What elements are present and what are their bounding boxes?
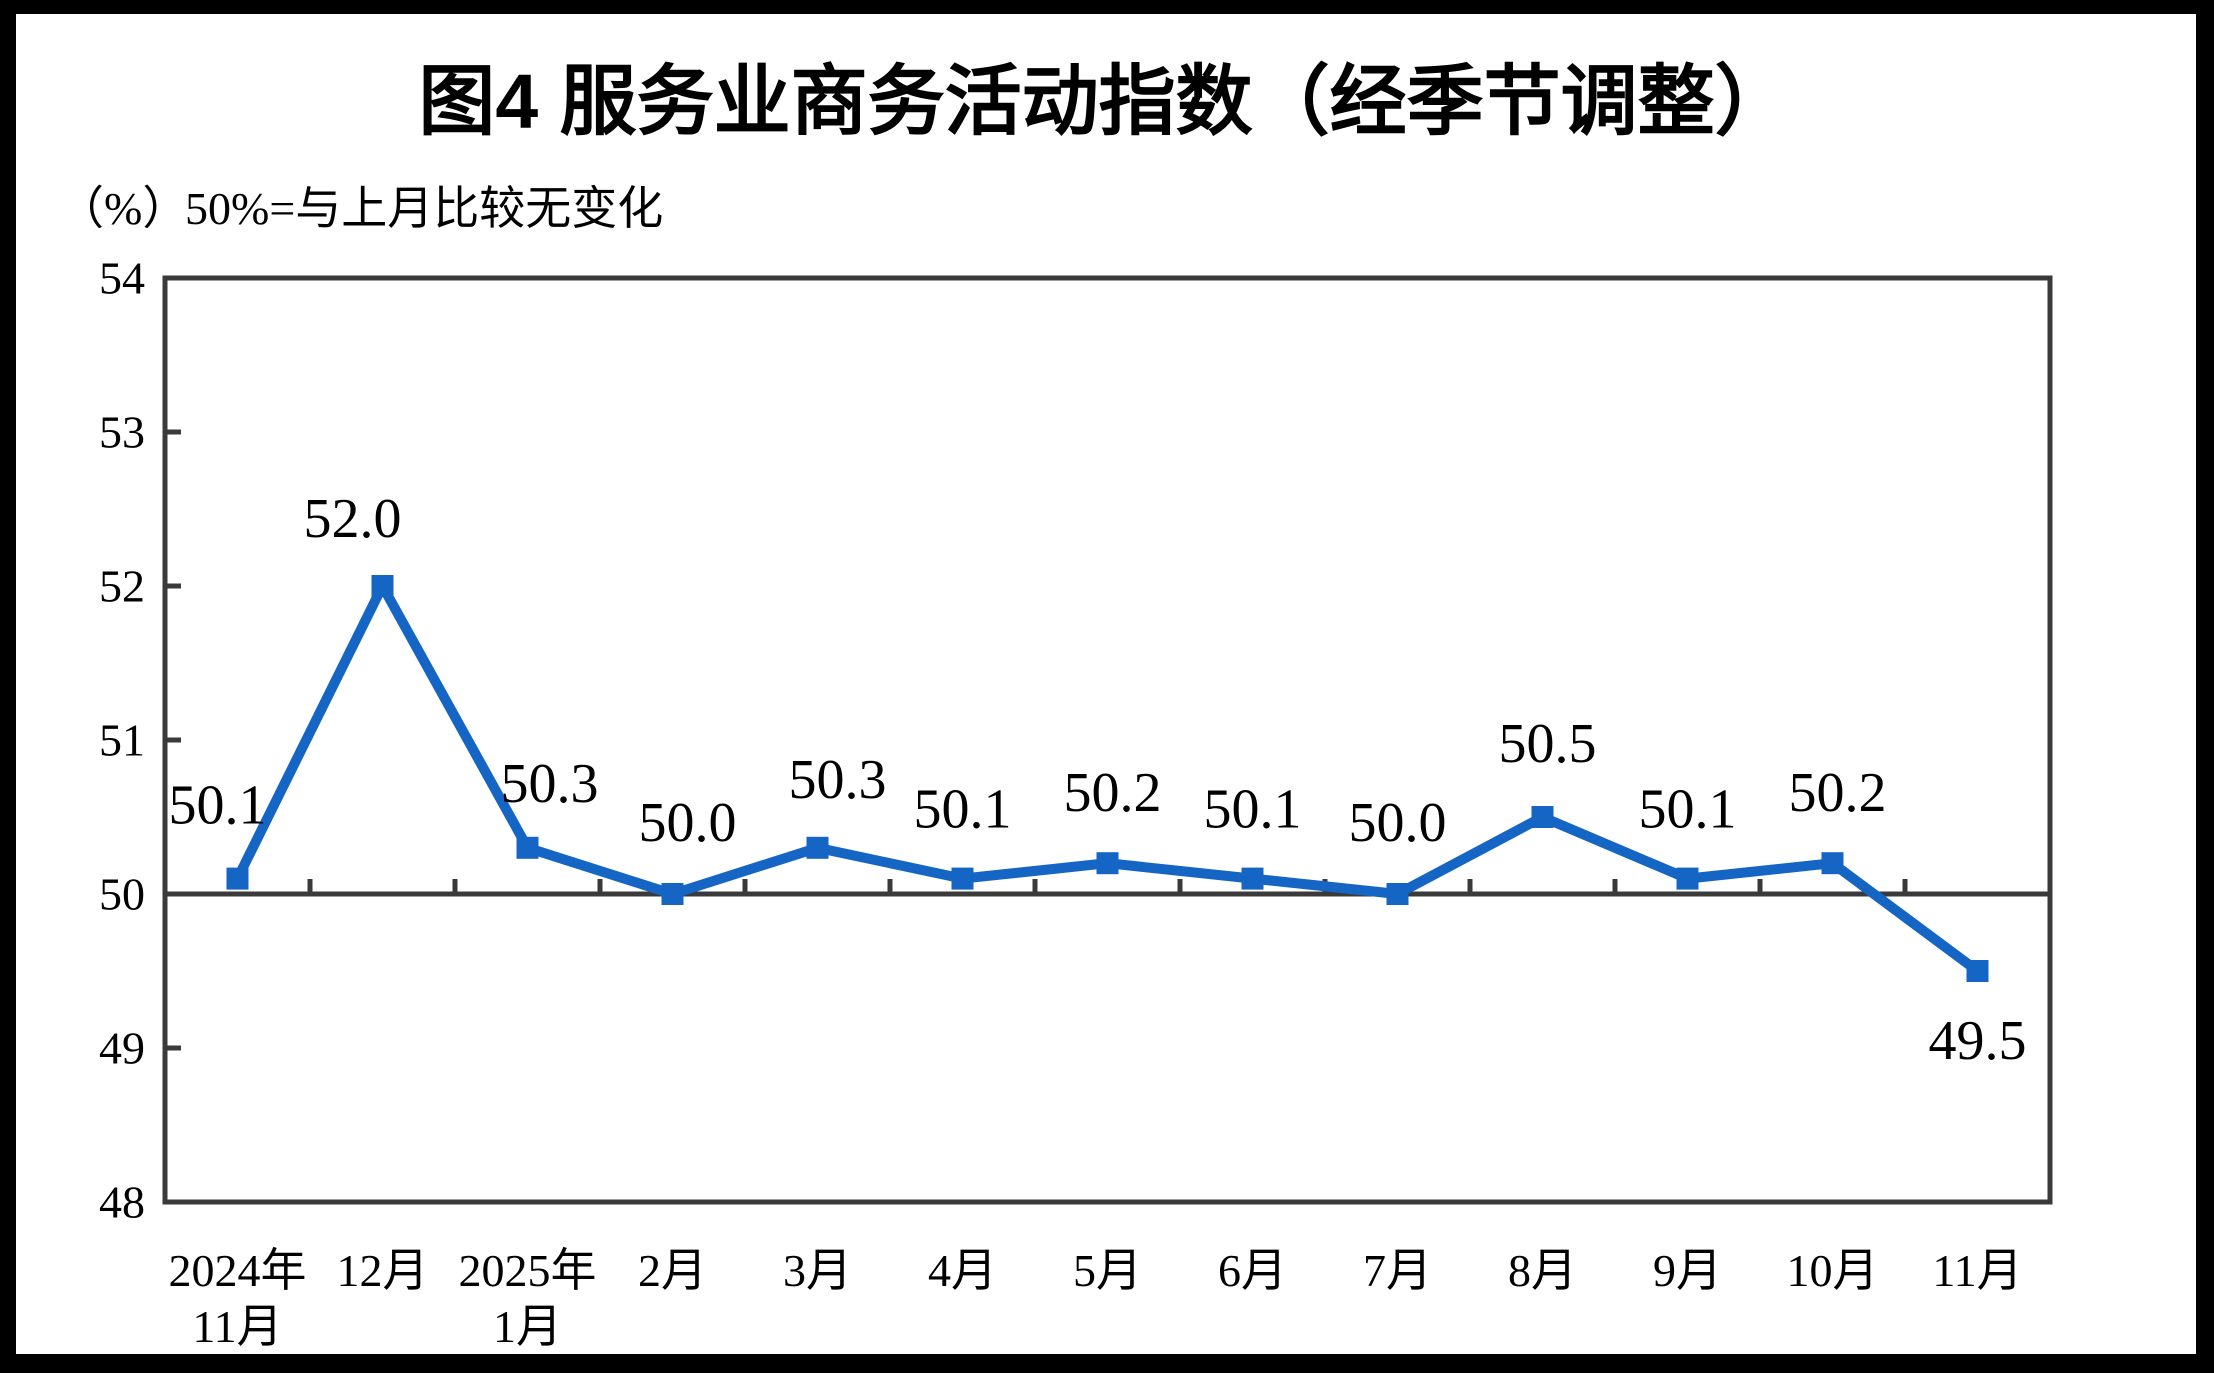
data-point-label: 50.0 bbox=[639, 792, 737, 854]
data-point-label: 50.2 bbox=[1064, 762, 1162, 824]
y-tick-label: 53 bbox=[99, 407, 145, 458]
x-tick-label: 7月 bbox=[1363, 1245, 1432, 1296]
data-point-marker bbox=[1531, 806, 1554, 828]
x-tick-label: 5月 bbox=[1073, 1245, 1142, 1296]
data-point-label: 50.5 bbox=[1499, 713, 1597, 775]
plot-area: 50.1 52.0 50.3 50.0 50.3 50.1 50.2 50.1 50.0 50.5… bbox=[99, 253, 2053, 1352]
data-point-marker bbox=[1386, 883, 1409, 905]
data-point-label: 50.1 bbox=[914, 779, 1012, 841]
x-tick-label: 11月 bbox=[1932, 1245, 2022, 1296]
y-tick-label: 49 bbox=[99, 1023, 145, 1074]
y-tick-label: 50 bbox=[99, 869, 145, 920]
data-point-label: 50.1 bbox=[169, 775, 267, 837]
data-point-marker bbox=[1966, 960, 1989, 982]
data-point-label: 50.3 bbox=[501, 753, 599, 815]
y-tick-label: 54 bbox=[99, 253, 145, 304]
x-tick-label: 2月 bbox=[638, 1245, 707, 1296]
x-tick-label: 12月 bbox=[337, 1245, 429, 1296]
data-point-label: 49.5 bbox=[1929, 1010, 2027, 1072]
data-point-label: 50.0 bbox=[1349, 792, 1447, 854]
y-tick-label: 52 bbox=[99, 561, 145, 612]
x-tick-label: 10月 bbox=[1787, 1245, 1879, 1296]
data-point-label: 50.1 bbox=[1204, 779, 1302, 841]
data-point-label: 52.0 bbox=[304, 488, 402, 550]
x-tick-label: 3月 bbox=[783, 1245, 852, 1296]
x-tick-label: 8月 bbox=[1508, 1245, 1577, 1296]
x-tick-label: 2025年 bbox=[459, 1245, 597, 1296]
data-point-marker bbox=[661, 883, 684, 905]
data-point-label: 50.3 bbox=[789, 749, 887, 811]
x-tick-label: 6月 bbox=[1218, 1245, 1287, 1296]
canvas-background bbox=[16, 14, 2196, 1354]
x-tick-label: 9月 bbox=[1653, 1245, 1722, 1296]
y-tick-label: 48 bbox=[99, 1177, 145, 1228]
data-point-marker bbox=[1821, 852, 1844, 875]
x-tick-label: 2024年 bbox=[169, 1245, 307, 1296]
x-tick-label-line2: 11月 bbox=[192, 1301, 282, 1352]
data-point-marker bbox=[371, 575, 394, 597]
data-point-marker bbox=[1676, 867, 1699, 890]
x-tick-label-line2: 1月 bbox=[493, 1301, 562, 1352]
unit-label: （%） bbox=[58, 183, 188, 234]
y-tick-label: 51 bbox=[99, 715, 145, 766]
data-point-label: 50.2 bbox=[1789, 762, 1887, 824]
data-point-marker bbox=[226, 867, 249, 890]
chart-title: 图4 服务业商务活动指数（经季节调整） bbox=[418, 59, 1791, 145]
baseline-note: 50%=与上月比较无变化 bbox=[185, 183, 663, 234]
data-point-marker bbox=[1241, 867, 1264, 890]
data-point-marker bbox=[806, 836, 829, 859]
data-point-marker bbox=[951, 867, 974, 890]
data-point-marker bbox=[516, 836, 539, 859]
data-point-marker bbox=[1096, 852, 1119, 875]
x-tick-label: 4月 bbox=[928, 1245, 997, 1296]
data-point-label: 50.1 bbox=[1639, 779, 1737, 841]
